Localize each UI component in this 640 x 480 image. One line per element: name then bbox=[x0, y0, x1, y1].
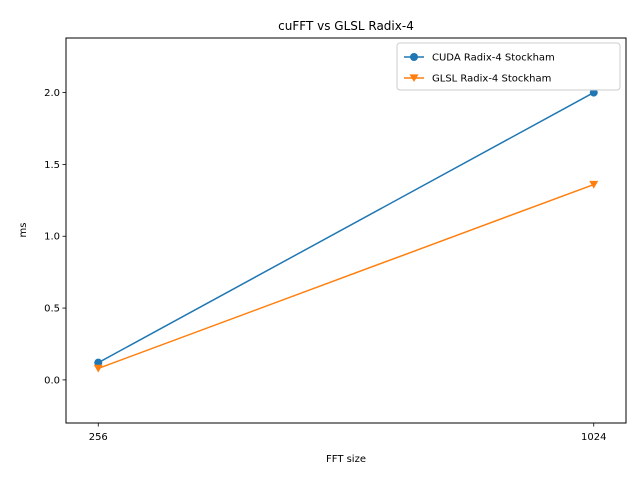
data-point bbox=[94, 358, 103, 367]
legend-item: GLSL Radix-4 Stockham bbox=[404, 74, 551, 85]
legend-item: CUDA Radix-4 Stockham bbox=[404, 53, 555, 64]
series-line bbox=[97, 183, 595, 370]
data-point bbox=[589, 180, 599, 189]
y-tick-label: 0.5 bbox=[44, 304, 60, 315]
data-point bbox=[93, 364, 103, 373]
x-axis-label: FFT size bbox=[326, 454, 366, 465]
y-tick-label: 2.0 bbox=[44, 88, 60, 99]
series-0 bbox=[94, 88, 598, 367]
x-tick-label: 1024 bbox=[581, 432, 606, 443]
x-axis: 256 1024 bbox=[89, 423, 606, 443]
series-line bbox=[97, 91, 595, 364]
y-tick-label: 1.5 bbox=[44, 160, 60, 171]
y-tick-label: 1.0 bbox=[44, 232, 60, 243]
y-axis: 0.0 0.5 1.0 1.5 2.0 bbox=[44, 88, 66, 386]
legend-label: GLSL Radix-4 Stockham bbox=[432, 74, 551, 85]
legend-marker bbox=[410, 53, 418, 61]
legend-label: CUDA Radix-4 Stockham bbox=[432, 53, 555, 64]
data-point bbox=[589, 88, 598, 97]
series-1 bbox=[93, 180, 599, 373]
y-axis-label: ms bbox=[18, 223, 29, 238]
x-tick-label: 256 bbox=[89, 432, 108, 443]
legend-box bbox=[396, 42, 621, 91]
axes-frame bbox=[65, 37, 627, 424]
legend-marker bbox=[409, 74, 419, 83]
legend: CUDA Radix-4 Stockham GLSL Radix-4 Stockh… bbox=[396, 42, 621, 91]
plot-area bbox=[93, 88, 599, 373]
y-tick-label: 0.0 bbox=[44, 375, 60, 386]
chart-title: cuFFT vs GLSL Radix-4 bbox=[278, 19, 414, 33]
